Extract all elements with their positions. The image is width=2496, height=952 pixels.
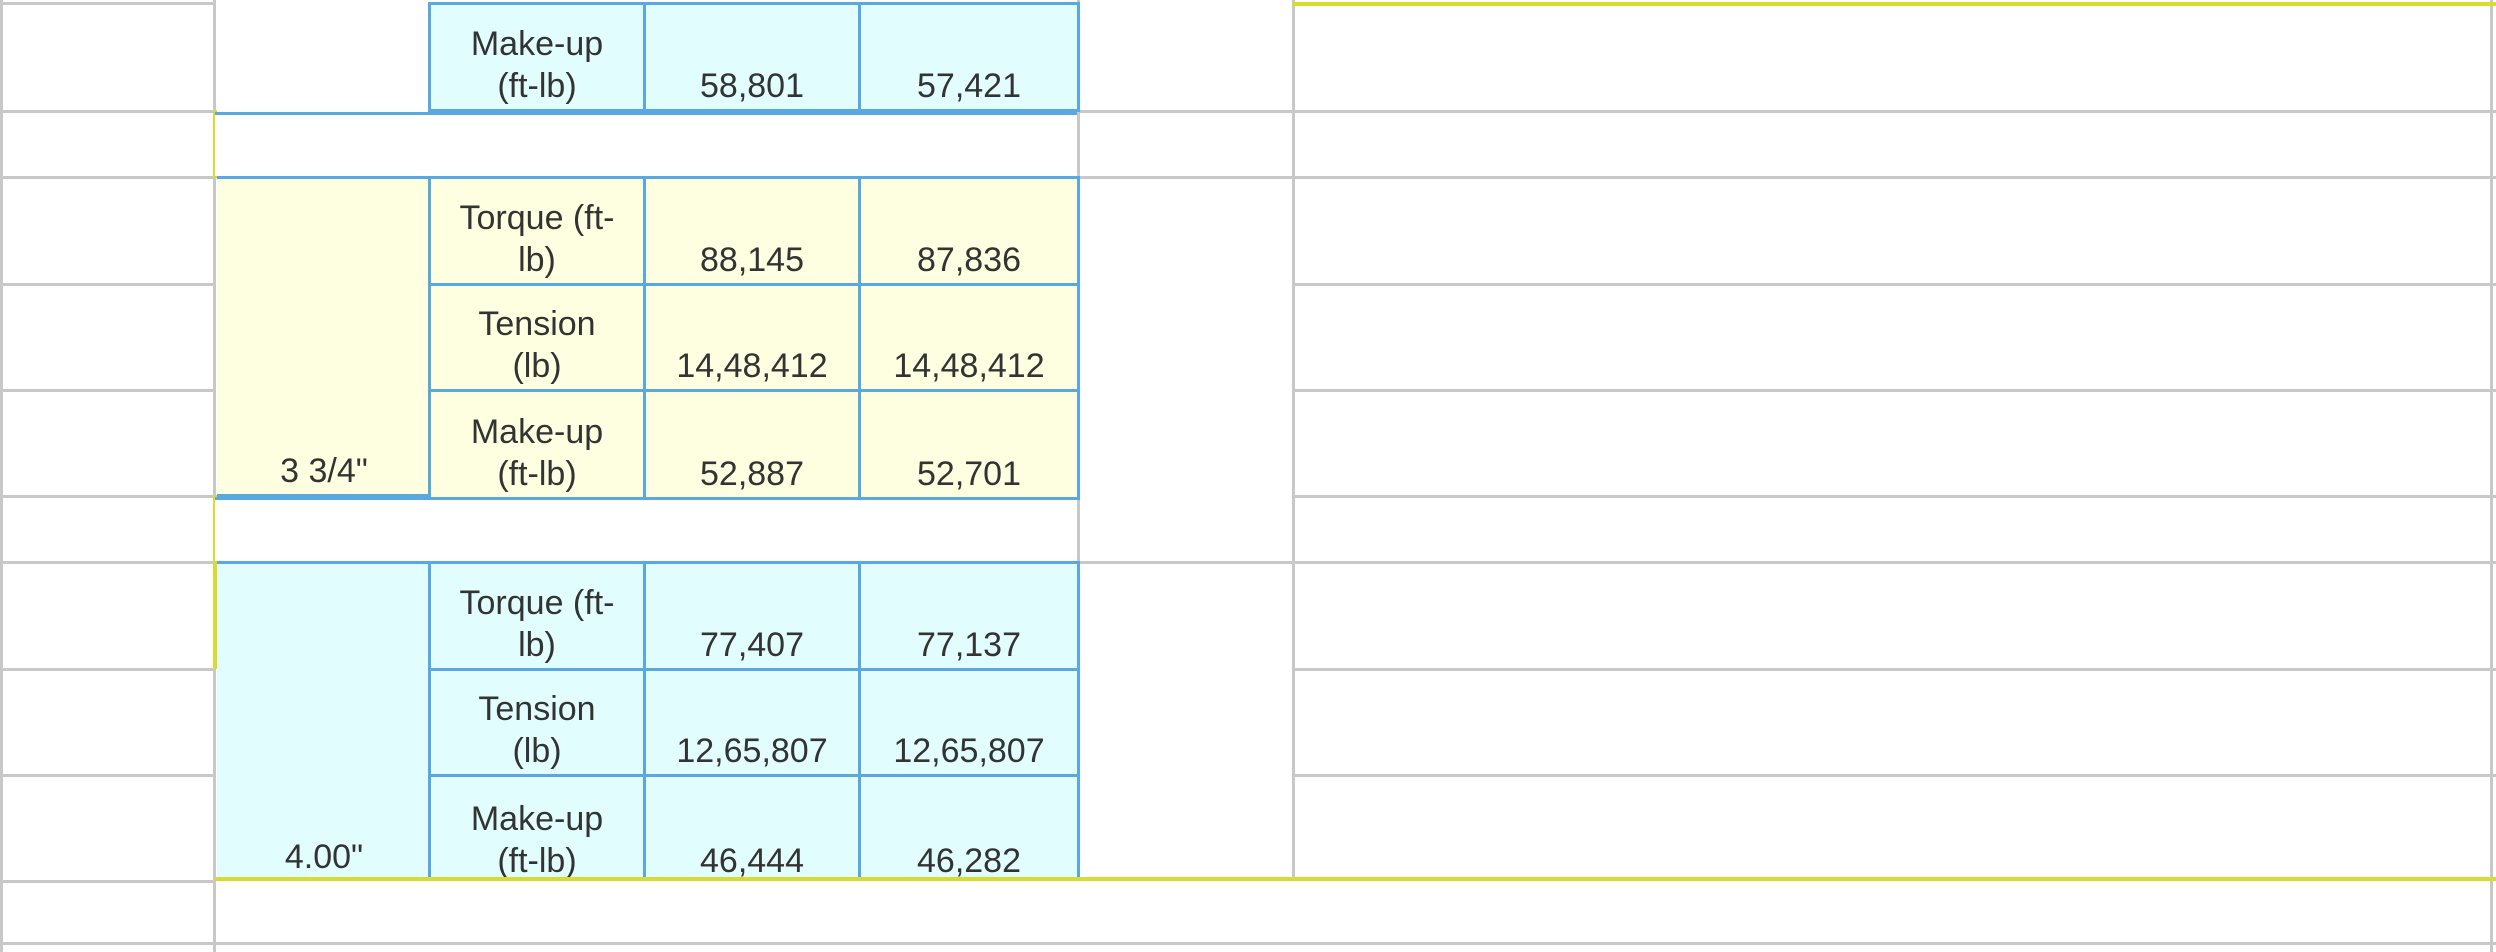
grid-line [1077, 497, 1080, 563]
yellow-border [215, 877, 2496, 881]
row-label: Tension (lb) [478, 305, 596, 385]
grid-line [1292, 774, 2496, 777]
value-2: 87,836 [917, 241, 1021, 279]
value-cell: 87,836 [858, 176, 1080, 286]
value-1: 77,407 [700, 626, 804, 664]
grid-line [1077, 112, 1080, 178]
yellow-border [1292, 2, 2496, 6]
size-cell: 3 3/4" [217, 176, 431, 497]
value-1: 46,444 [700, 842, 804, 880]
value-cell: 46,282 [858, 774, 1080, 880]
grid-line [0, 774, 215, 777]
row-label: Torque (ft- lb) [459, 199, 615, 279]
value-cell: 88,145 [643, 176, 861, 286]
label-cell: Tension (lb) [428, 283, 646, 392]
grid-line [1292, 283, 2496, 286]
grid-line [0, 110, 215, 113]
value-cell: 14,48,412 [858, 283, 1080, 392]
grid-line [0, 2, 215, 5]
value-cell: 52,701 [858, 389, 1080, 500]
spacer-row [215, 497, 1080, 561]
value-1: 12,65,807 [676, 732, 828, 770]
label-cell: Torque (ft- lb) [428, 561, 646, 671]
row-label: Torque (ft- lb) [459, 584, 615, 664]
row-label: Make-up (ft-lb) [470, 25, 604, 105]
value-2: 14,48,412 [893, 347, 1045, 385]
value-cell: 77,407 [643, 561, 861, 671]
label-cell: Tension (lb) [428, 668, 646, 777]
value-1: 88,145 [700, 241, 804, 279]
grid-line [1292, 0, 1295, 880]
value-cell: 12,65,807 [643, 668, 861, 777]
grid-line [1292, 495, 2496, 498]
grid-line [0, 668, 215, 671]
grid-line [0, 495, 215, 498]
size-label: 4.00" [284, 838, 364, 876]
value-cell: 58,801 [643, 2, 861, 112]
label-cell: Make-up (ft-lb) [428, 389, 646, 500]
value-cell: 57,421 [858, 2, 1080, 112]
grid-line [1292, 668, 2496, 671]
value-cell: 14,48,412 [643, 283, 861, 392]
label-cell: Make-up (ft-lb) [428, 774, 646, 880]
grid-line [1077, 176, 2496, 179]
row-label: Tension (lb) [478, 690, 596, 770]
label-cell: Torque (ft- lb) [428, 176, 646, 286]
grid-line [0, 880, 215, 883]
grid-line [0, 561, 215, 564]
value-2: 52,701 [917, 455, 1021, 493]
value-2: 57,421 [917, 67, 1021, 105]
spacer-row [215, 112, 1080, 176]
grid-line [0, 0, 3, 952]
value-cell: 12,65,807 [858, 668, 1080, 777]
value-cell: 77,137 [858, 561, 1080, 671]
grid-line [2490, 0, 2493, 952]
value-2: 46,282 [917, 842, 1021, 880]
grid-line [1292, 389, 2496, 392]
value-cell: 46,444 [643, 774, 861, 880]
size-label: 3 3/4" [280, 452, 368, 490]
grid-line [0, 942, 2496, 945]
grid-line [0, 176, 215, 179]
value-1: 52,887 [700, 455, 804, 493]
value-1: 14,48,412 [676, 347, 828, 385]
grid-line [0, 389, 215, 392]
grid-line [0, 283, 215, 286]
row-label: Make-up (ft-lb) [470, 413, 604, 493]
value-cell: 52,887 [643, 389, 861, 500]
row-label: Make-up (ft-lb) [470, 800, 604, 880]
label-cell: Make-up (ft-lb) [428, 2, 646, 112]
yellow-border [213, 561, 217, 669]
value-2: 12,65,807 [893, 732, 1045, 770]
value-2: 77,137 [917, 626, 1021, 664]
grid-line [213, 0, 216, 952]
grid-line [1077, 110, 2496, 113]
value-1: 58,801 [700, 67, 804, 105]
grid-line [1077, 561, 2496, 564]
size-cell: 4.00" [217, 561, 431, 880]
